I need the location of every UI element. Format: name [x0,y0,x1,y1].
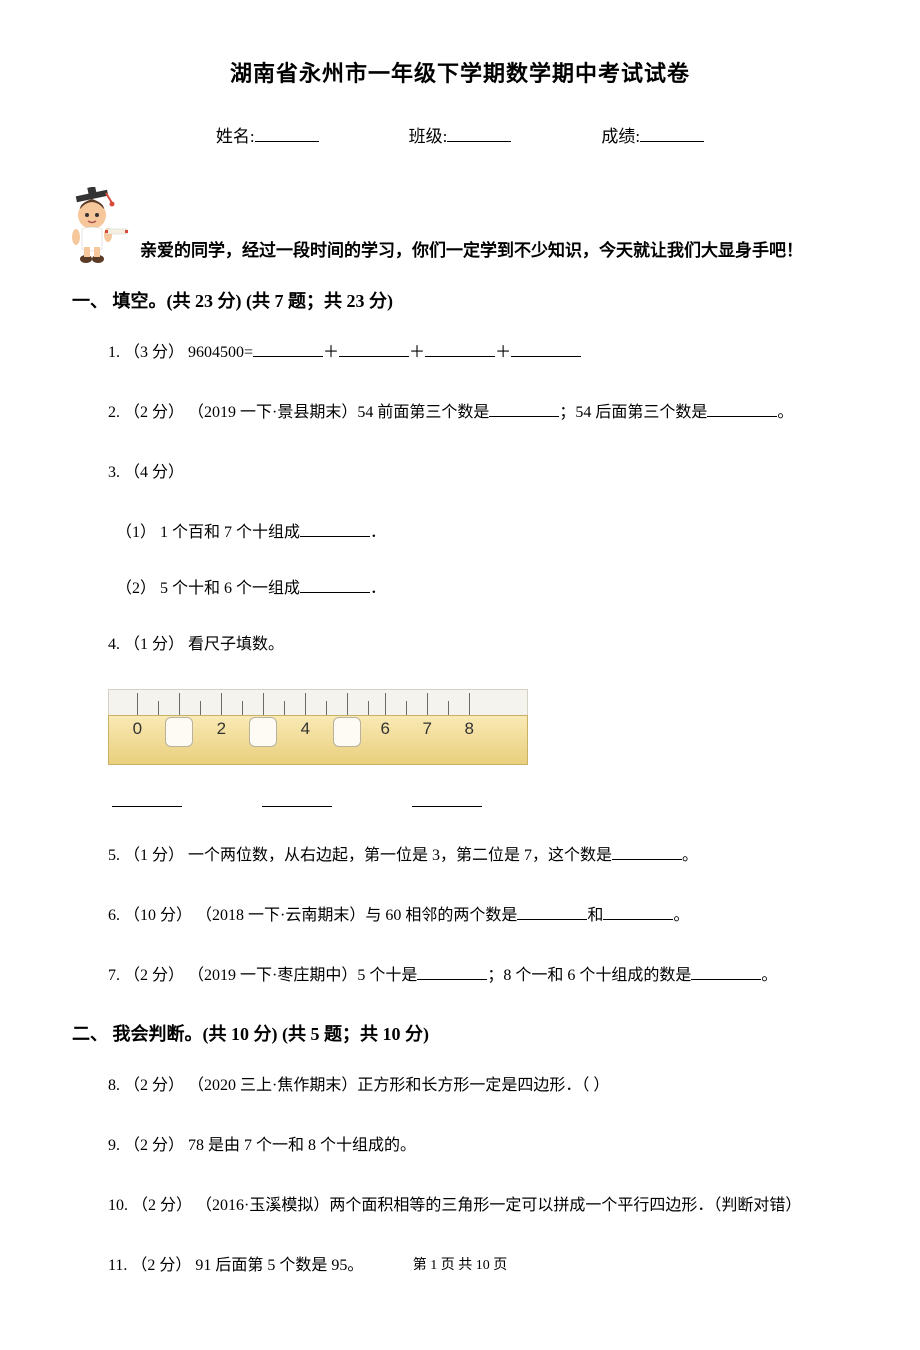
question-2: 2. （2 分） （2019 一下·景县期末）54 前面第三个数是；54 后面第… [108,397,848,429]
ruler-tick [347,693,348,715]
ruler-number: 4 [301,719,310,739]
question-7: 7. （2 分） （2019 一下·枣庄期中）5 个十是；8 个一和 6 个十组… [108,960,848,992]
ruler-tick [158,701,159,715]
student-mascot-icon [62,187,132,267]
ruler-tick [284,701,285,715]
ruler-tick [221,693,222,715]
ruler-tick [263,693,264,715]
question-3-1: （1） 1 个百和 7 个十组成． [116,517,848,549]
ruler-blank-box [249,717,277,747]
ruler-tick [406,701,407,715]
question-5: 5. （1 分） 一个两位数，从右边起，第一位是 3，第二位是 7，这个数是。 [108,840,848,872]
page-footer: 第 1 页 共 10 页 [0,1254,920,1274]
ruler-tick [305,693,306,715]
score-label: 成绩: [601,122,704,147]
page-title: 湖南省永州市一年级下学期数学期中考试试卷 [72,56,848,88]
ruler-number: 6 [380,719,389,739]
ruler-tick [326,701,327,715]
class-label: 班级: [409,122,512,147]
ruler-tick [385,693,386,715]
question-4-blanks [112,791,848,812]
ruler-blank-box [165,717,193,747]
question-10: 10. （2 分） （2016·玉溪模拟）两个面积相等的三角形一定可以拼成一个平… [108,1190,848,1222]
ruler-tick [179,693,180,715]
ruler-number: 0 [133,719,142,739]
name-label: 姓名: [216,122,319,147]
question-3: 3. （4 分） [108,457,848,489]
question-1: 1. （3 分） 9604500=＋＋＋ [108,337,848,369]
ruler-tick [137,693,138,715]
ruler-tick [200,701,201,715]
ruler-tick [427,693,428,715]
ruler-blank-box [333,717,361,747]
intro-text: 亲爱的同学，经过一段时间的学习，你们一定学到不少知识，今天就让我们大显身手吧！ [132,236,803,267]
ruler-tick [368,701,369,715]
section-2-heading: 二、 我会判断。(共 10 分) (共 5 题；共 10 分) [72,1020,848,1046]
section-1-heading: 一、 填空。(共 23 分) (共 7 题；共 23 分) [72,287,848,313]
question-9: 9. （2 分） 78 是由 7 个一和 8 个十组成的。 [108,1130,848,1162]
ruler-number: 2 [217,719,226,739]
question-6: 6. （10 分） （2018 一下·云南期末）与 60 相邻的两个数是和。 [108,900,848,932]
question-8: 8. （2 分） （2020 三上·焦作期末）正方形和长方形一定是四边形．（ ） [108,1070,848,1102]
ruler-figure: 0 2 4 6 7 8 [108,689,848,765]
ruler-number: 7 [422,719,431,739]
ruler-tick [448,701,449,715]
question-3-2: （2） 5 个十和 6 个一组成． [116,573,848,605]
ruler-tick [469,693,470,715]
ruler-tick [242,701,243,715]
info-line: 姓名: 班级: 成绩: [72,122,848,147]
ruler-number: 8 [464,719,473,739]
question-4: 4. （1 分） 看尺子填数。 [108,629,848,661]
